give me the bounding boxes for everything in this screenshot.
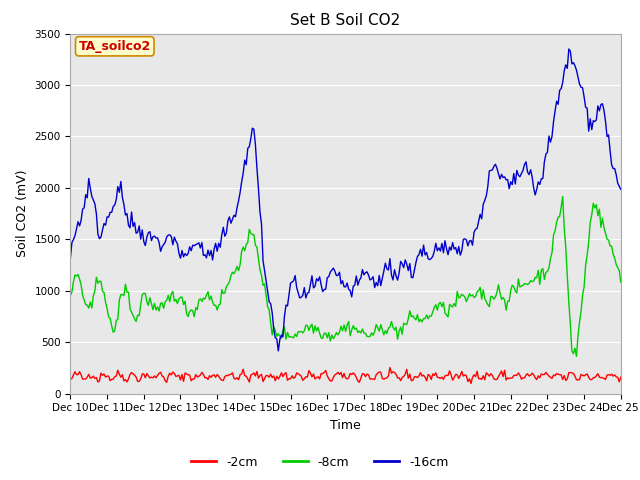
- Title: Set B Soil CO2: Set B Soil CO2: [291, 13, 401, 28]
- X-axis label: Time: Time: [330, 419, 361, 432]
- Text: TA_soilco2: TA_soilco2: [79, 40, 151, 53]
- Legend: -2cm, -8cm, -16cm: -2cm, -8cm, -16cm: [186, 451, 454, 474]
- Y-axis label: Soil CO2 (mV): Soil CO2 (mV): [16, 170, 29, 257]
